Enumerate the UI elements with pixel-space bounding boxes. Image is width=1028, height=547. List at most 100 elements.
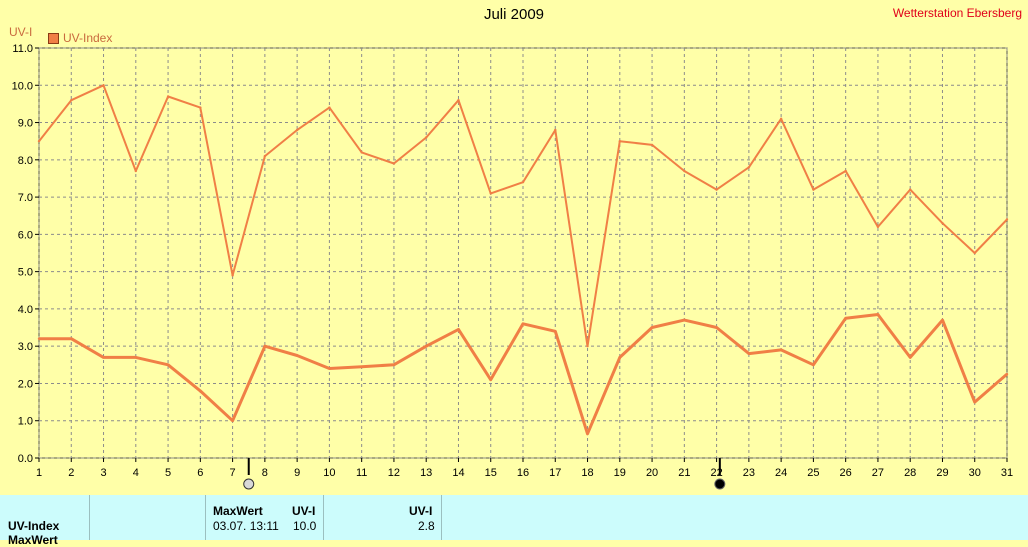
y-tick-label: 0.0	[18, 453, 33, 465]
y-tick-label: 1.0	[18, 416, 33, 428]
new-moon-icon	[714, 478, 726, 490]
x-tick-label: 26	[840, 467, 852, 479]
x-tick-label: 23	[743, 467, 755, 479]
data-point-mean	[425, 344, 428, 348]
x-tick-label: 6	[197, 467, 203, 479]
data-point-max	[812, 188, 815, 191]
x-tick-label: 1	[36, 467, 42, 479]
x-tick-label: 17	[549, 467, 561, 479]
x-tick-label: 12	[388, 467, 400, 479]
row-label: UV-Index	[8, 519, 60, 533]
x-tick-label: 8	[262, 467, 268, 479]
x-tick-label: 11	[356, 467, 367, 479]
data-point-max	[328, 106, 331, 109]
header-max: MaxWert	[213, 504, 263, 518]
data-point-mean	[715, 326, 718, 329]
data-point-max	[521, 180, 525, 184]
data-point-mean	[876, 313, 880, 316]
x-tick-label: 15	[485, 467, 497, 479]
x-tick-label: 4	[133, 467, 139, 479]
data-point-mean	[231, 419, 234, 422]
data-point-max	[779, 117, 783, 121]
station-name: Wetterstation Ebersberg	[892, 6, 1022, 20]
x-tick-label: 30	[969, 467, 981, 479]
header-unit: UV-I	[292, 504, 316, 518]
chart-title: Juli 2009	[483, 6, 545, 23]
x-tick-label: 25	[807, 467, 819, 479]
y-tick-label: 6.0	[18, 229, 33, 241]
data-point-max	[134, 169, 137, 173]
data-point-max	[263, 154, 267, 158]
x-tick-label: 5	[165, 467, 171, 479]
data-point-mean	[102, 356, 105, 359]
data-point-mean	[457, 328, 460, 331]
data-point-max	[844, 169, 847, 173]
x-tick-label: 22	[710, 467, 722, 479]
data-point-max	[295, 128, 299, 132]
x-tick-label: 14	[452, 467, 464, 479]
data-point-mean	[199, 389, 202, 393]
data-point-max	[1005, 218, 1009, 221]
x-tick-label: 18	[581, 467, 593, 479]
data-point-mean	[392, 363, 396, 367]
x-tick-label: 2	[68, 467, 74, 479]
data-point-max	[876, 225, 880, 229]
x-tick-label: 28	[904, 467, 916, 479]
data-point-max	[199, 106, 202, 109]
data-point-max	[392, 162, 396, 165]
y-tick-label: 8.0	[18, 155, 33, 167]
moon-markers	[243, 458, 726, 490]
data-point-mean	[909, 356, 912, 359]
data-point-mean	[779, 348, 783, 352]
row-label-2: MaxWert	[8, 533, 58, 547]
data-point-mean	[489, 378, 492, 381]
y-tick-label: 3.0	[18, 341, 33, 353]
x-tick-label: 13	[420, 467, 432, 479]
uv-chart: 0.0 1.0 2.0 3.0 4.0 5.0 6.0 7.0 8.0 9.0 10.0 11.0 1…	[12, 43, 1013, 490]
data-point-mean	[973, 400, 976, 404]
data-point-max	[231, 274, 234, 277]
data-point-max	[489, 192, 492, 195]
x-tick-label: 9	[294, 467, 300, 479]
x-tick-label: 3	[100, 467, 106, 479]
table-divider	[323, 495, 324, 540]
data-point-mean	[263, 344, 267, 348]
data-point-max	[747, 166, 751, 169]
header-unit-mean: UV-I	[409, 504, 433, 518]
x-tick-label: 31	[1001, 467, 1013, 479]
x-tick-label: 16	[517, 467, 529, 479]
data-point-max	[618, 139, 621, 143]
table-divider	[441, 495, 442, 540]
data-point-mean	[1005, 372, 1009, 376]
data-point-mean	[747, 352, 751, 355]
table-divider	[205, 495, 206, 540]
data-point-max	[715, 188, 718, 191]
summary-table: MaxWert UV-I UV-I UV-Index 03.07. 13:11 …	[0, 495, 1028, 547]
data-point-mean	[134, 356, 137, 359]
y-tick-label: 7.0	[18, 192, 33, 204]
chart-grid	[38, 47, 1008, 459]
data-point-mean	[295, 354, 299, 357]
y-tick-label: 9.0	[18, 118, 33, 130]
data-point-mean	[618, 356, 621, 359]
data-point-max	[941, 221, 944, 225]
full-moon-icon	[243, 478, 255, 490]
data-point-mean	[586, 432, 589, 435]
legend-label: UV-Index	[63, 31, 113, 45]
data-point-max	[102, 84, 105, 87]
data-point-mean	[166, 363, 170, 367]
data-point-mean	[70, 337, 73, 340]
data-point-mean	[328, 367, 331, 370]
data-point-max	[586, 344, 589, 348]
data-point-mean	[521, 322, 525, 326]
y-tick-label: 11.0	[12, 43, 33, 55]
data-point-max	[973, 251, 976, 255]
x-tick-label: 24	[775, 467, 787, 479]
mean-value: 2.8	[418, 519, 435, 533]
data-point-max	[70, 98, 73, 102]
data-point-mean	[37, 337, 41, 340]
x-tick-label: 21	[678, 467, 690, 479]
x-axis-ticks: 1 2 3 4 5 6 7 8 9 10 11 12 13 14 15 16 17 18 19 20 21 22 23 24 2…	[36, 458, 1013, 479]
data-point-mean	[812, 363, 815, 367]
data-point-max	[425, 136, 428, 139]
